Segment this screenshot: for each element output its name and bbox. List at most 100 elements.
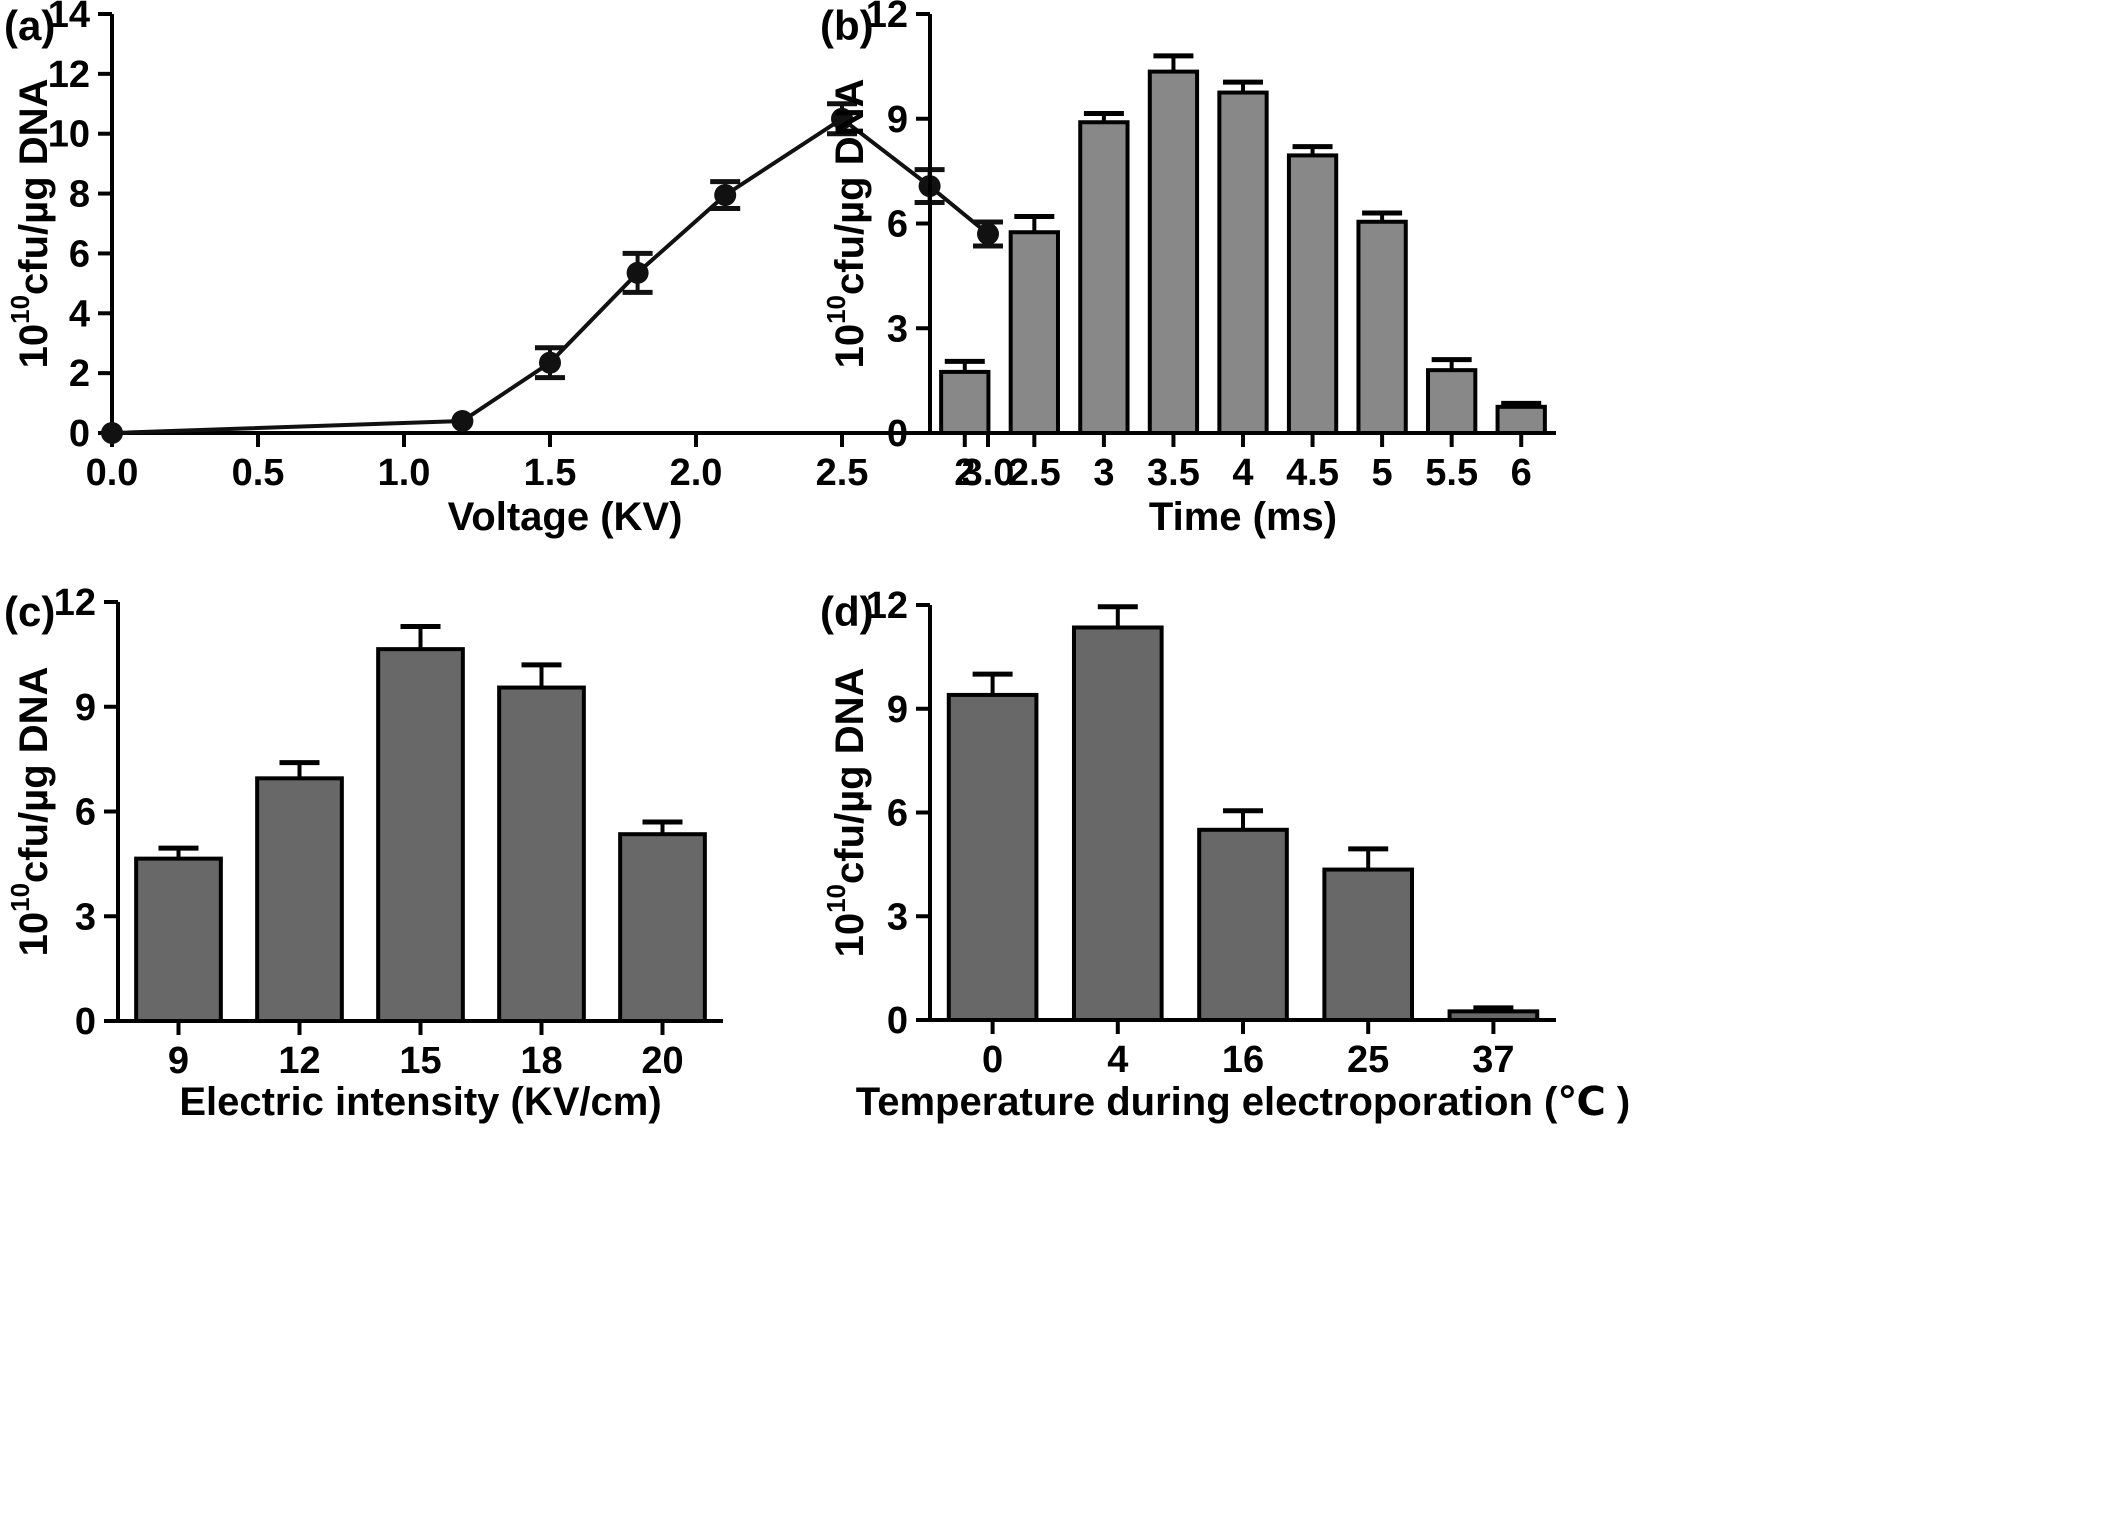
y-tick-label: 12: [54, 582, 96, 624]
bar: [1071, 625, 1164, 1023]
x-tick-label: 2.0: [670, 452, 723, 494]
y-axis-title-rest: cfu/µg DNA: [12, 79, 56, 295]
bar: [1217, 90, 1269, 435]
x-tick-label: 12: [278, 1040, 320, 1082]
y-tick-label: 8: [69, 174, 90, 216]
x-tick-label: 37: [1472, 1039, 1514, 1081]
y-tick-label: 12: [866, 585, 908, 627]
bar: [497, 685, 586, 1023]
bar: [1356, 219, 1408, 435]
y-axis-title-sup: 10: [5, 883, 35, 912]
x-tick-label: 18: [520, 1040, 562, 1082]
x-tick-label: 1.5: [524, 452, 577, 494]
bar: [1008, 230, 1060, 435]
x-tick-label: 2.5: [816, 452, 869, 494]
y-tick-label: 2: [69, 353, 90, 395]
x-tick-label: 2: [954, 452, 975, 494]
y-tick-label: 10: [48, 114, 90, 156]
x-tick-label: 1.0: [378, 452, 431, 494]
y-axis-title-sup: 10: [5, 295, 35, 324]
x-tick-label: 4: [1232, 452, 1253, 494]
series-line: [111, 116, 990, 435]
x-tick-label: 4: [1107, 1039, 1128, 1081]
bar: [1322, 867, 1415, 1022]
y-tick-label: 6: [69, 233, 90, 275]
x-tick-label: 3.0: [962, 452, 1015, 494]
x-tick-label: 16: [1222, 1039, 1264, 1081]
x-tick-label: 25: [1347, 1039, 1389, 1081]
x-axis-title: Time (ms): [1149, 495, 1337, 539]
x-tick-label: 3.5: [1147, 452, 1200, 494]
y-tick-label: 0: [69, 413, 90, 455]
panel-label-c: (c): [4, 588, 55, 635]
x-tick-label: 4.5: [1286, 452, 1339, 494]
data-point: [539, 351, 561, 374]
bar: [255, 776, 344, 1023]
data-point: [626, 261, 649, 284]
y-tick-label: 9: [75, 687, 96, 729]
y-tick-label: 0: [887, 1000, 908, 1042]
panel-b: (b) 0 3 6 9 12 1010cfu/µg DNA Time (ms) 2 2.5 3 3.5…: [820, 0, 1556, 539]
y-tick-label: 4: [69, 293, 90, 335]
y-tick-label: 6: [887, 204, 908, 246]
bar: [1197, 827, 1289, 1023]
y-axis-title-rest: cfu/µg DNA: [828, 668, 872, 884]
y-tick-label: 14: [48, 0, 90, 36]
data-point: [451, 410, 474, 433]
y-tick-label: 6: [887, 793, 908, 835]
data-point: [101, 422, 123, 444]
y-axis-title-sup: 10: [821, 295, 851, 324]
bar: [939, 369, 991, 436]
y-axis-title-base: 10: [828, 913, 872, 958]
bar: [1286, 153, 1339, 435]
bar: [134, 856, 223, 1024]
x-tick-label: 0: [982, 1039, 1003, 1081]
y-axis-title-base: 10: [12, 324, 56, 369]
y-tick-label: 9: [887, 99, 908, 141]
panel-label-d: (d): [820, 588, 874, 635]
y-tick-label: 0: [887, 413, 908, 455]
x-tick-label: 5.5: [1425, 452, 1478, 494]
data-point: [714, 184, 737, 207]
x-tick-label: 3: [1093, 452, 1114, 494]
x-tick-label: 6: [1511, 452, 1532, 494]
data-point: [831, 107, 853, 130]
y-axis-title: 1010cfu/µg DNA: [821, 668, 872, 958]
y-tick-label: 3: [887, 896, 908, 938]
bar: [946, 692, 1039, 1023]
data-point: [977, 222, 999, 245]
y-axis-title-base: 10: [12, 912, 56, 957]
x-tick-label: 0.5: [232, 452, 285, 494]
y-axis-title: 1010cfu/µg DNA: [5, 667, 56, 957]
bar: [376, 647, 465, 1023]
bar: [618, 832, 707, 1024]
panel-label-a: (a): [4, 2, 55, 49]
bar: [1078, 120, 1130, 435]
bar: [1147, 69, 1200, 436]
y-tick-label: 3: [75, 896, 96, 938]
x-axis-title: Temperature during electroporation (℃ ): [856, 1080, 1630, 1124]
y-tick-label: 6: [75, 792, 96, 834]
y-axis-title-base: 10: [828, 324, 872, 369]
panel-label-b: (b): [820, 2, 874, 49]
bar: [1447, 1009, 1540, 1023]
x-tick-label: 5: [1372, 452, 1393, 494]
y-axis-title-rest: cfu/µg DNA: [12, 667, 56, 883]
y-axis-title-sup: 10: [821, 884, 851, 913]
x-tick-label: 0.0: [86, 452, 139, 494]
bar: [1495, 404, 1547, 435]
x-tick-label: 2.5: [1008, 452, 1061, 494]
y-tick-label: 12: [48, 54, 90, 96]
y-tick-label: 9: [887, 689, 908, 731]
bar: [1426, 368, 1478, 435]
y-tick-label: 12: [866, 0, 908, 36]
x-tick-label: 9: [168, 1040, 189, 1082]
y-tick-label: 3: [887, 308, 908, 350]
y-axis-title: 1010cfu/µg DNA: [821, 79, 872, 369]
x-axis-title: Electric intensity (KV/cm): [179, 1080, 661, 1124]
